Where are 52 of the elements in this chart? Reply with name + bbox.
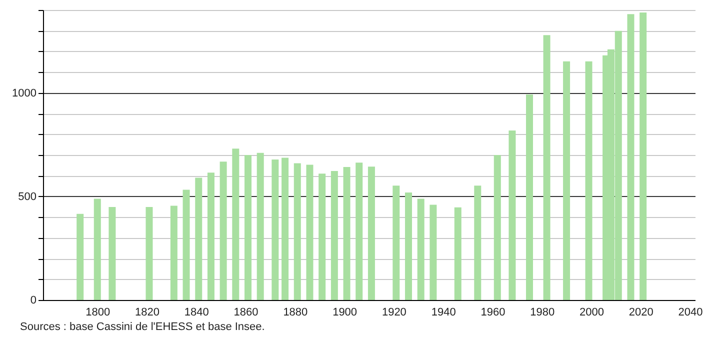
bar: [108, 206, 116, 300]
bar: [330, 170, 338, 300]
x-tick-label: 1960: [480, 306, 506, 318]
bar: [146, 206, 153, 300]
x-tick-label: 1940: [431, 306, 456, 318]
bar: [220, 162, 227, 300]
bar: [627, 14, 634, 300]
bar: [294, 163, 301, 300]
bar: [474, 186, 482, 300]
bar: [526, 94, 533, 300]
bar: [343, 167, 350, 300]
bar: [494, 155, 501, 300]
bar: [405, 192, 412, 300]
x-tick-label: 2020: [628, 306, 654, 318]
x-tick-label: 1800: [86, 306, 110, 318]
bar: [182, 190, 190, 300]
bar: [454, 207, 462, 300]
bar: [306, 164, 314, 300]
bar: [207, 172, 214, 300]
x-tick-label: 1980: [530, 306, 555, 318]
bar: [356, 162, 363, 300]
y-tick-label: 1000: [12, 87, 36, 100]
x-tick-label: 1920: [382, 306, 406, 318]
bar: [318, 174, 326, 300]
bar: [272, 160, 279, 300]
x-tick-label: 1900: [332, 306, 358, 318]
x-tick-label: 2040: [678, 306, 703, 318]
bar: [508, 130, 516, 300]
bar: [543, 35, 550, 300]
y-tick-label: 500: [18, 190, 36, 203]
source-note: Sources : base Cassini de l'EHESS et base Insee.: [20, 321, 265, 333]
bar: [417, 198, 424, 300]
bar: [195, 178, 202, 300]
bar: [563, 61, 570, 300]
y-tick-label: 0: [30, 294, 36, 306]
x-tick-label: 2000: [579, 306, 604, 318]
bar: [94, 198, 101, 300]
bar: [368, 166, 375, 300]
x-tick-label: 1880: [283, 306, 308, 318]
x-tick-label: 1840: [184, 306, 209, 318]
bar: [244, 155, 252, 300]
bar: [392, 186, 400, 300]
bar: [170, 206, 178, 300]
x-tick-label: 1860: [234, 306, 258, 318]
bar: [282, 158, 289, 300]
bar: [585, 61, 592, 300]
bar: [76, 214, 84, 300]
bar: [256, 152, 264, 300]
bar: [640, 12, 647, 300]
bar: [232, 148, 240, 300]
bar: [430, 204, 437, 300]
x-tick-label: 1820: [135, 306, 160, 318]
